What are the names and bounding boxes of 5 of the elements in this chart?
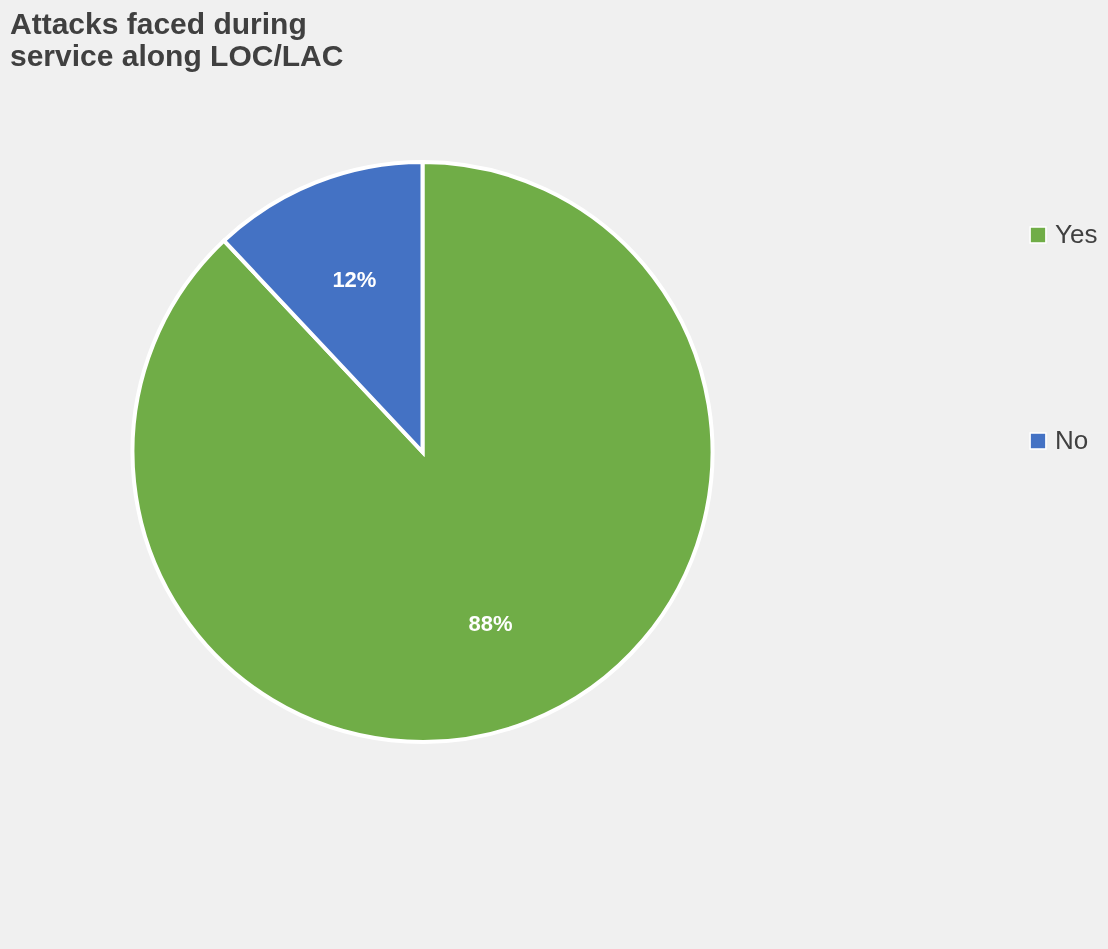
legend-label: Yes <box>1055 219 1098 249</box>
chart-title: Attacks faced during service along LOC/LAC <box>10 7 344 72</box>
data-label: 12% <box>332 266 377 292</box>
legend-label: No <box>1055 425 1089 455</box>
data-label: 88% <box>468 611 513 637</box>
